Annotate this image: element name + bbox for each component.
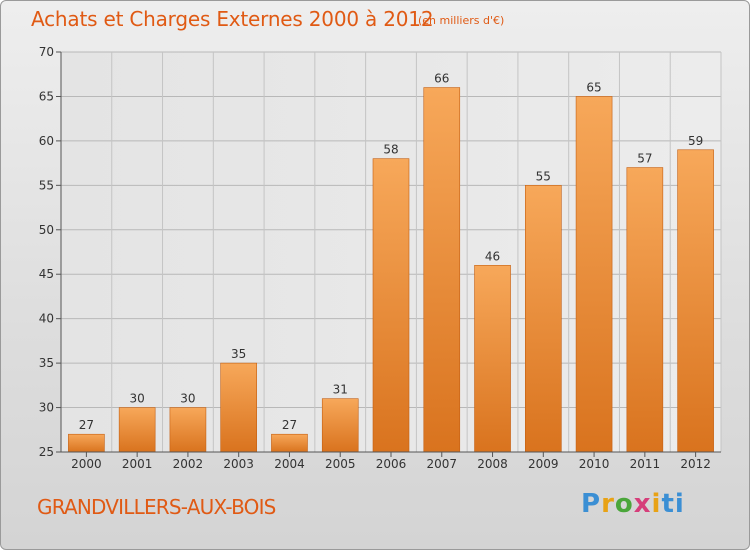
data-label: 57 xyxy=(637,152,652,166)
bar xyxy=(474,265,511,453)
y-tick-label: 55 xyxy=(39,178,54,192)
x-tick-label: 2012 xyxy=(680,457,711,471)
y-tick-label: 25 xyxy=(39,445,54,459)
bar xyxy=(626,167,664,453)
data-label: 65 xyxy=(586,80,601,94)
brand-letter: i xyxy=(674,489,685,519)
x-tick-label: 2007 xyxy=(426,457,457,471)
data-label: 30 xyxy=(180,392,195,406)
brand-letter: r xyxy=(601,489,615,519)
y-tick-label: 45 xyxy=(39,267,54,281)
y-tick-label: 70 xyxy=(39,45,54,59)
y-tick-label: 60 xyxy=(39,134,54,148)
data-label: 30 xyxy=(130,392,145,406)
data-label: 27 xyxy=(79,418,94,432)
data-label: 59 xyxy=(688,134,703,148)
bar xyxy=(372,158,410,453)
x-tick-label: 2009 xyxy=(528,457,559,471)
data-label: 31 xyxy=(333,383,348,397)
bar xyxy=(68,433,105,453)
x-tick-label: 2008 xyxy=(477,457,508,471)
data-label: 58 xyxy=(383,143,398,157)
x-tick-label: 2010 xyxy=(579,457,610,471)
x-tick-label: 2000 xyxy=(71,457,102,471)
y-tick-label: 30 xyxy=(39,401,54,415)
y-tick-label: 50 xyxy=(39,223,54,237)
x-tick-label: 2002 xyxy=(173,457,204,471)
commune-name: GRANDVILLERS-AUX-BOIS xyxy=(37,495,276,519)
data-label: 35 xyxy=(231,347,246,361)
data-label: 66 xyxy=(434,72,449,86)
x-tick-label: 2005 xyxy=(325,457,356,471)
x-tick-label: 2003 xyxy=(223,457,254,471)
bar xyxy=(423,87,461,453)
x-tick-label: 2004 xyxy=(274,457,305,471)
brand-letter: i xyxy=(651,489,662,519)
brand-letter: t xyxy=(661,489,675,519)
bar xyxy=(118,407,156,453)
brand-letter: x xyxy=(633,489,652,519)
bar xyxy=(575,96,613,453)
chart-title: Achats et Charges Externes 2000 à 2012 xyxy=(31,7,434,31)
brand-letter: o xyxy=(614,489,634,519)
bar xyxy=(321,398,359,453)
axes: 25 30 35 40 45 50 55 60 65 70 2000 2001 2002 2003 2004… xyxy=(39,45,721,471)
y-tick-label: 40 xyxy=(39,312,54,326)
x-tick-label: 2001 xyxy=(122,457,153,471)
brand-letter: P xyxy=(581,489,602,519)
bars: 27 30 30 35 27 31 58 66 46 55 65 57 59 xyxy=(68,72,714,453)
bar xyxy=(525,185,562,453)
data-label: 46 xyxy=(485,249,500,263)
bar xyxy=(169,407,207,453)
bar xyxy=(677,149,714,453)
y-tick-label: 65 xyxy=(39,89,54,103)
unit-label: (en milliers d'€) xyxy=(418,14,505,27)
y-tick-label: 35 xyxy=(39,356,54,370)
x-tick-label: 2011 xyxy=(630,457,661,471)
data-label: 27 xyxy=(282,418,297,432)
x-tick-label: 2006 xyxy=(376,457,407,471)
bar xyxy=(271,433,308,453)
bar xyxy=(220,362,257,453)
data-label: 55 xyxy=(536,169,551,183)
proxiti-logo[interactable]: Proxiti xyxy=(581,489,685,519)
